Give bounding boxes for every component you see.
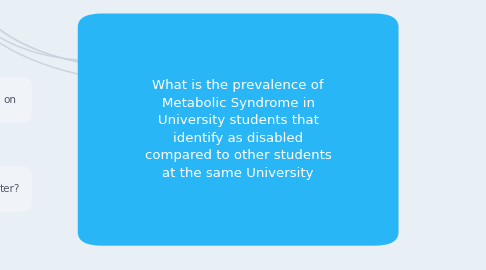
FancyBboxPatch shape xyxy=(0,77,32,123)
Text: What is the prevalence of
Metabolic Syndrome in
University students that
identif: What is the prevalence of Metabolic Synd… xyxy=(145,79,331,180)
FancyBboxPatch shape xyxy=(0,166,32,212)
Text: ter?: ter? xyxy=(0,184,20,194)
FancyBboxPatch shape xyxy=(78,14,399,246)
Text: on: on xyxy=(3,95,16,105)
